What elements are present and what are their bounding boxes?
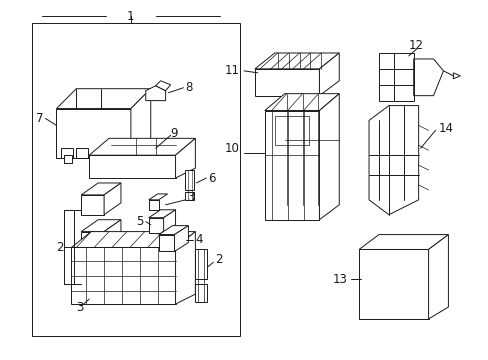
Bar — [185, 192, 194, 200]
Polygon shape — [81, 267, 99, 284]
Polygon shape — [158, 226, 188, 235]
Polygon shape — [319, 94, 339, 220]
Polygon shape — [378, 53, 413, 100]
Bar — [64, 155, 72, 163]
Polygon shape — [56, 89, 150, 109]
Text: 13: 13 — [332, 273, 346, 286]
Polygon shape — [83, 291, 96, 302]
Polygon shape — [145, 86, 165, 100]
Text: 14: 14 — [438, 122, 452, 135]
Polygon shape — [264, 111, 319, 220]
Polygon shape — [148, 210, 175, 218]
Polygon shape — [99, 257, 114, 284]
Polygon shape — [148, 200, 158, 210]
Polygon shape — [427, 235, 447, 319]
Bar — [195, 284, 207, 302]
Polygon shape — [71, 231, 195, 247]
Text: 6: 6 — [208, 171, 215, 185]
Text: 12: 12 — [408, 39, 423, 51]
Polygon shape — [264, 94, 339, 111]
Polygon shape — [89, 155, 175, 178]
Polygon shape — [81, 220, 121, 231]
Polygon shape — [104, 220, 121, 251]
Polygon shape — [163, 210, 175, 233]
Polygon shape — [358, 235, 447, 249]
Text: 8: 8 — [185, 81, 192, 94]
Polygon shape — [71, 247, 175, 304]
Polygon shape — [148, 194, 167, 200]
Polygon shape — [81, 195, 104, 215]
Polygon shape — [175, 138, 195, 178]
Text: 5: 5 — [136, 215, 143, 228]
Polygon shape — [81, 257, 114, 267]
Text: 11: 11 — [224, 64, 240, 77]
Polygon shape — [155, 81, 170, 91]
Polygon shape — [83, 284, 106, 291]
Polygon shape — [131, 89, 150, 158]
Bar — [185, 170, 194, 190]
Polygon shape — [368, 105, 418, 215]
Text: 3: 3 — [187, 192, 194, 204]
Polygon shape — [89, 138, 195, 155]
Polygon shape — [413, 59, 443, 96]
Polygon shape — [56, 109, 131, 158]
Polygon shape — [104, 183, 121, 215]
Polygon shape — [174, 226, 188, 251]
Text: 4: 4 — [195, 233, 203, 246]
Polygon shape — [319, 53, 339, 96]
Polygon shape — [148, 218, 163, 233]
Text: 3: 3 — [76, 301, 83, 314]
Bar — [195, 249, 207, 279]
Text: 7: 7 — [36, 112, 43, 125]
Polygon shape — [81, 231, 104, 251]
Polygon shape — [175, 231, 195, 304]
Bar — [61, 148, 73, 158]
Polygon shape — [81, 183, 121, 195]
Bar — [76, 148, 88, 158]
Text: 2: 2 — [215, 253, 222, 266]
Bar — [32, 23, 240, 336]
Polygon shape — [254, 69, 319, 96]
Text: 1: 1 — [127, 10, 134, 23]
Bar — [274, 116, 309, 145]
Polygon shape — [254, 53, 339, 69]
Polygon shape — [358, 249, 427, 319]
Text: 2: 2 — [56, 241, 63, 254]
Text: 10: 10 — [224, 142, 240, 155]
Polygon shape — [452, 73, 459, 79]
Polygon shape — [158, 235, 174, 251]
Text: 9: 9 — [170, 127, 178, 140]
